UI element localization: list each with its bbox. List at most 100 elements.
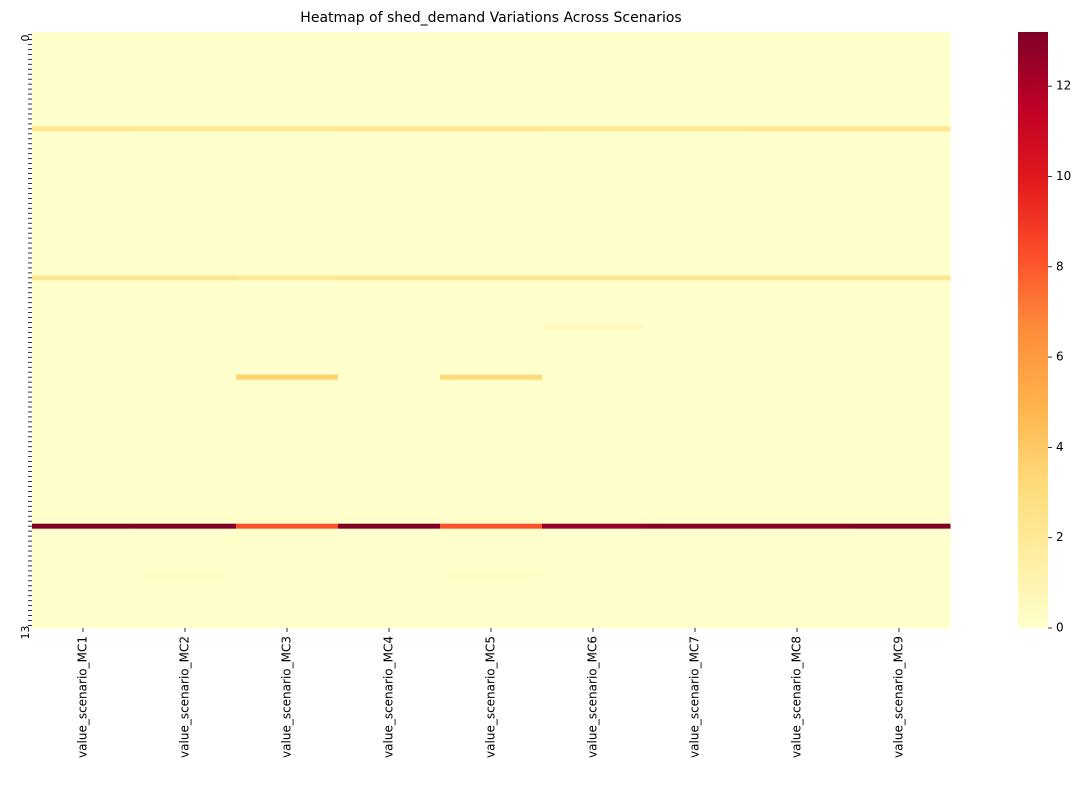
heatmap-cell [134,364,237,371]
heatmap-cell [848,334,951,341]
heatmap-cell [848,270,951,276]
heatmap-cell [440,166,543,172]
heatmap-cell [440,310,543,316]
heatmap-cell [746,349,849,356]
heatmap-cell [134,230,237,237]
heatmap-cell [338,598,441,604]
heatmap-cell [440,32,543,38]
heatmap-cell [542,32,645,38]
heatmap-cell [338,290,441,296]
heatmap-cell [236,161,339,167]
heatmap-cell [440,76,543,83]
heatmap-cell [338,121,441,127]
heatmap-cell [848,603,951,609]
heatmap-cell [746,583,849,589]
heatmap-cell [542,61,645,68]
heatmap-cell [32,310,135,316]
heatmap-cell [32,91,135,98]
heatmap-cell [134,394,237,401]
heatmap-cell [542,399,645,405]
heatmap-cell [644,245,747,252]
heatmap-cell [746,379,849,386]
colorbar-tick-label: 0 [1056,621,1064,635]
heatmap-cell [848,146,951,152]
heatmap-cell [134,280,237,286]
heatmap-cell [746,424,849,430]
heatmap-cell [236,523,339,530]
heatmap-cell [32,141,135,147]
heatmap-cell [542,404,645,410]
heatmap-cell [32,131,135,137]
heatmap-cell [32,220,135,227]
heatmap-cell [338,215,441,222]
heatmap-cell [440,225,543,232]
heatmap-cell [32,449,135,455]
heatmap-cell [746,325,849,331]
x-tick-label: value_scenario_MC4 [382,636,396,758]
heatmap-cell [644,185,747,192]
heatmap-cell [32,156,135,162]
heatmap-cell [542,538,645,545]
heatmap-cell [848,374,951,381]
heatmap-cell [134,185,237,192]
heatmap-cell [746,563,849,569]
heatmap-cell [32,608,135,614]
heatmap-cell [848,215,951,222]
heatmap-cell [32,275,135,281]
heatmap-cell [338,300,441,306]
heatmap-cell [746,146,849,152]
heatmap-cell [644,518,747,525]
colorbar [1018,32,1048,628]
heatmap-cell [134,334,237,341]
heatmap-cell [746,444,849,450]
heatmap-cell [644,86,747,93]
heatmap-cell [338,195,441,202]
heatmap-cell [440,479,543,485]
heatmap-cell [134,270,237,276]
heatmap-cell [134,454,237,460]
heatmap-cell [746,429,849,435]
heatmap-cell [338,81,441,88]
heatmap-cell [542,598,645,604]
heatmap-cell [440,36,543,43]
heatmap-cell [644,106,747,112]
heatmap-cell [338,200,441,207]
heatmap-cell [644,71,747,78]
heatmap-cell [134,389,237,396]
heatmap-cell [236,275,339,281]
heatmap-cell [236,235,339,242]
heatmap-cell [848,434,951,440]
heatmap-cell [440,86,543,93]
heatmap-cell [848,210,951,217]
heatmap-cell [32,493,135,500]
heatmap-cell [338,265,441,271]
heatmap-cell [440,81,543,88]
x-tick-label: value_scenario_MC8 [790,636,804,758]
heatmap-cell [236,260,339,266]
heatmap-cell [440,245,543,252]
heatmap-cell [746,240,849,247]
heatmap-cell [848,493,951,500]
heatmap-cell [746,195,849,202]
heatmap-cell [440,61,543,68]
heatmap-cell [134,503,237,510]
heatmap-cell [440,151,543,157]
heatmap-cell [440,464,543,470]
heatmap-cell [644,533,747,540]
heatmap-cell [644,618,747,624]
heatmap-cell [236,270,339,276]
heatmap-cell [542,483,645,490]
heatmap-cell [440,578,543,584]
heatmap-cell [236,181,339,187]
heatmap-cell [644,32,747,38]
heatmap-cell [644,146,747,152]
heatmap-cell [32,285,135,291]
heatmap-cell [134,210,237,217]
heatmap-cell [542,315,645,321]
heatmap-cell [338,419,441,425]
heatmap-cell [644,389,747,396]
heatmap-cell [134,603,237,609]
heatmap-cell [746,618,849,624]
heatmap-cell [848,483,951,490]
heatmap-cell [440,483,543,490]
